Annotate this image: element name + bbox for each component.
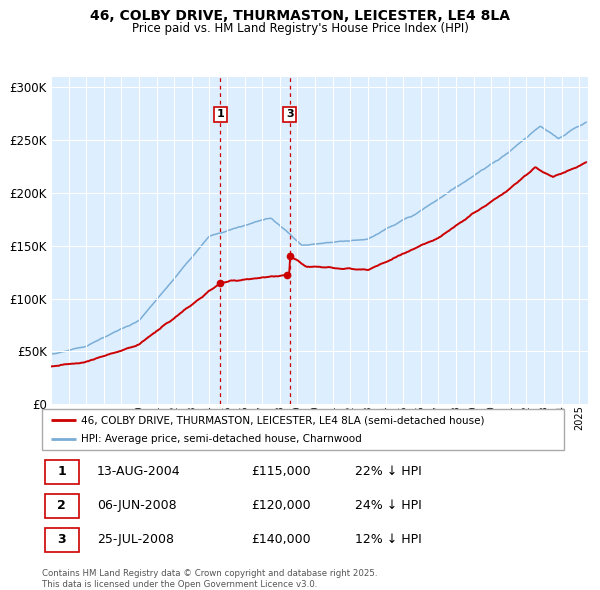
- Text: £140,000: £140,000: [251, 533, 310, 546]
- Text: £115,000: £115,000: [251, 466, 310, 478]
- FancyBboxPatch shape: [44, 528, 79, 552]
- Text: 13-AUG-2004: 13-AUG-2004: [97, 466, 181, 478]
- Text: 22% ↓ HPI: 22% ↓ HPI: [355, 466, 422, 478]
- Text: 2: 2: [57, 499, 66, 513]
- FancyBboxPatch shape: [44, 460, 79, 484]
- FancyBboxPatch shape: [42, 409, 564, 450]
- Text: 3: 3: [286, 109, 293, 119]
- Text: 3: 3: [57, 533, 66, 546]
- Text: 46, COLBY DRIVE, THURMASTON, LEICESTER, LE4 8LA: 46, COLBY DRIVE, THURMASTON, LEICESTER, …: [90, 9, 510, 23]
- FancyBboxPatch shape: [44, 494, 79, 518]
- Text: Price paid vs. HM Land Registry's House Price Index (HPI): Price paid vs. HM Land Registry's House …: [131, 22, 469, 35]
- Text: Contains HM Land Registry data © Crown copyright and database right 2025.
This d: Contains HM Land Registry data © Crown c…: [42, 569, 377, 589]
- Text: 46, COLBY DRIVE, THURMASTON, LEICESTER, LE4 8LA (semi-detached house): 46, COLBY DRIVE, THURMASTON, LEICESTER, …: [81, 415, 485, 425]
- Text: 25-JUL-2008: 25-JUL-2008: [97, 533, 174, 546]
- Text: 12% ↓ HPI: 12% ↓ HPI: [355, 533, 422, 546]
- Text: £120,000: £120,000: [251, 499, 310, 513]
- Text: 06-JUN-2008: 06-JUN-2008: [97, 499, 176, 513]
- Text: HPI: Average price, semi-detached house, Charnwood: HPI: Average price, semi-detached house,…: [81, 434, 362, 444]
- Text: 24% ↓ HPI: 24% ↓ HPI: [355, 499, 422, 513]
- Text: 1: 1: [57, 466, 66, 478]
- Text: 1: 1: [217, 109, 224, 119]
